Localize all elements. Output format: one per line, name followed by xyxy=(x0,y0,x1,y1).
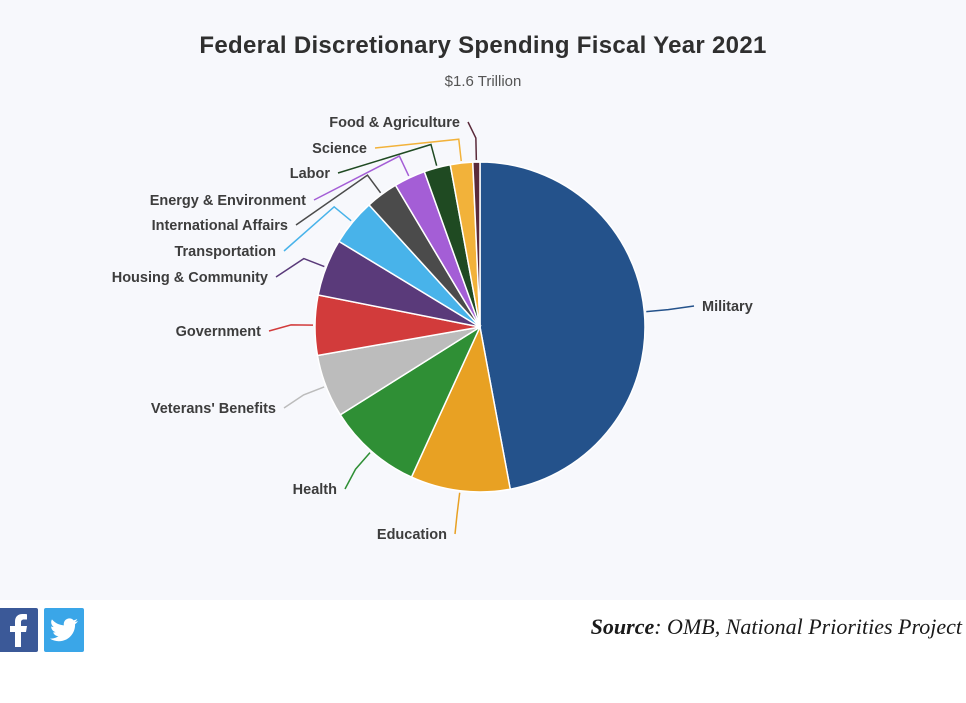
facebook-icon[interactable] xyxy=(0,608,38,652)
pie-slice-military[interactable] xyxy=(479,161,646,491)
slice-label-housing-community: Housing & Community xyxy=(112,270,268,286)
slice-label-labor: Labor xyxy=(290,166,331,182)
pie-slice-health[interactable] xyxy=(339,325,482,479)
pie-chart: Military Education Health Veterans' Benefit… xyxy=(112,115,753,543)
slice-label-international-affairs: International Affairs xyxy=(152,218,288,234)
connector-line-food-agriculture xyxy=(467,121,478,161)
footer-bar: Source: OMB, National Priorities Project xyxy=(0,600,966,703)
slice-label-science: Science xyxy=(312,141,367,157)
slice-label-transportation: Transportation xyxy=(174,244,276,260)
source-citation: Source: OMB, National Priorities Project xyxy=(591,614,962,640)
connector-line-government xyxy=(268,324,314,332)
slice-label-health: Health xyxy=(293,482,337,498)
chart-panel: Federal Discretionary Spending Fiscal Ye… xyxy=(111,32,767,543)
connector-line-science xyxy=(374,138,462,162)
slice-label-veterans-benefits: Veterans' Benefits xyxy=(151,401,276,417)
connector-line-international-affairs xyxy=(295,174,382,226)
slice-label-education: Education xyxy=(377,527,447,543)
connector-line-transportation xyxy=(283,205,352,252)
source-label: Source xyxy=(590,614,655,639)
connector-line-military xyxy=(646,305,695,313)
chart-title: Federal Discretionary Spending Fiscal Ye… xyxy=(199,32,767,59)
twitter-icon[interactable] xyxy=(44,608,84,652)
connector-line-education xyxy=(454,492,461,535)
connector-line-energy-environment xyxy=(313,155,410,201)
connector-line-veterans-benefits xyxy=(283,386,325,409)
slice-label-government: Government xyxy=(176,324,262,340)
pie-slice-education[interactable] xyxy=(410,324,512,493)
source-text: : OMB, National Priorities Project xyxy=(654,614,962,639)
connector-line-labor xyxy=(337,143,438,174)
slice-label-food-agriculture: Food & Agriculture xyxy=(329,115,460,131)
connector-line-housing-community xyxy=(275,257,325,278)
slice-label-energy-environment: Energy & Environment xyxy=(150,193,306,209)
connector-line-health xyxy=(344,452,371,490)
pie-slice-food-agriculture[interactable] xyxy=(471,161,481,328)
slice-label-military: Military xyxy=(702,299,753,315)
chart-subtitle: $1.6 Trillion xyxy=(444,73,522,90)
